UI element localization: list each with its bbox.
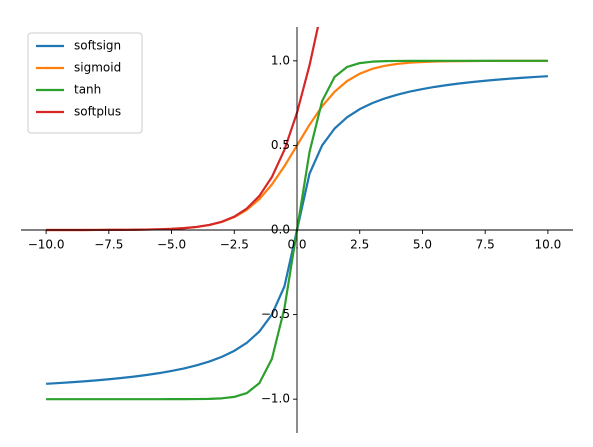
x-tick-label: −7.5 (94, 238, 123, 252)
legend-label: softsign (74, 39, 121, 53)
x-tick-label: −10.0 (28, 238, 65, 252)
legend-label: softplus (74, 105, 121, 119)
x-tick-label: −5.0 (157, 238, 186, 252)
x-tick-label: −2.5 (220, 238, 249, 252)
y-tick-label: 0.5 (271, 138, 290, 152)
legend-label: sigmoid (74, 61, 121, 75)
legend: softsign sigmoid tanh softplus (27, 32, 143, 134)
x-tick-label: 2.5 (350, 238, 369, 252)
x-tick-label: 7.5 (476, 238, 495, 252)
x-tick-label: 10.0 (535, 238, 562, 252)
y-tick-label: 1.0 (271, 53, 290, 67)
legend-box (27, 32, 143, 134)
y-tick-label: 0.0 (271, 223, 290, 237)
legend-label: tanh (74, 83, 101, 97)
x-tick-label: 5.0 (413, 238, 432, 252)
y-tick-label: −0.5 (261, 307, 290, 321)
x-tick-label: 0.0 (287, 238, 306, 252)
y-tick-label: −1.0 (261, 392, 290, 406)
